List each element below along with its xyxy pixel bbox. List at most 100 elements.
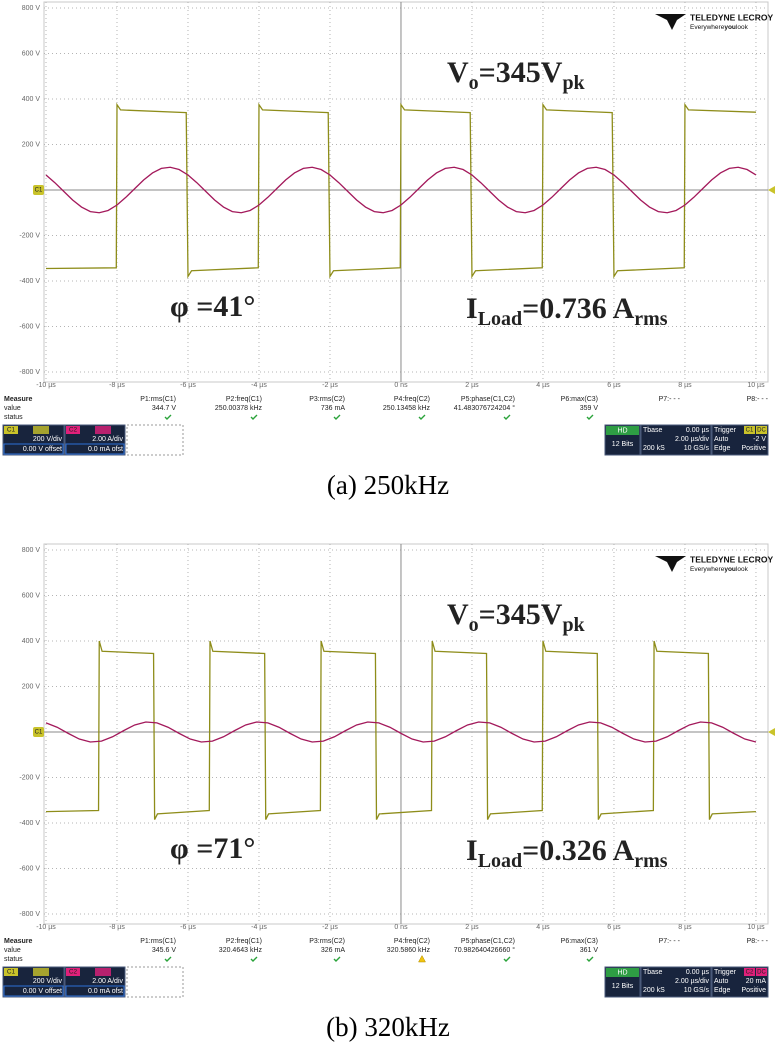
annotation-text: I (466, 834, 478, 867)
logo: TELEDYNE LECROY Everywhereyoulook (655, 12, 773, 31)
y-tick-label: 400 V (22, 96, 41, 103)
measure-param-name: P7:- - - (659, 938, 681, 945)
x-tick-label: 0 ns (394, 924, 408, 931)
y-tick-label: -600 V (19, 323, 40, 330)
logo-tagline: Everywhereyoulook (690, 566, 749, 573)
status-ok-icon (503, 956, 511, 962)
acquisition-bits: 12 Bits (612, 441, 634, 448)
measure-param-name: P4:freq(C2) (394, 396, 430, 403)
annotation: ILoad=0.326 Arms (466, 834, 668, 872)
x-tick-label: 0 ns (394, 382, 408, 389)
measure-param-name: P1:rms(C1) (140, 396, 176, 403)
y-tick-label: -400 V (19, 278, 40, 285)
measure-row-label: value (4, 947, 21, 954)
status-ok-icon (164, 414, 172, 420)
acquisition-mode-tag (606, 426, 639, 435)
x-tick-label: -6 µs (180, 924, 196, 931)
measure-param-value: 345.6 V (152, 947, 176, 954)
status-ok-icon (250, 956, 258, 962)
x-tick-label: -8 µs (109, 382, 125, 389)
timebase-samples: 200 kS (643, 445, 665, 452)
logo-tagline-part: Everywhere (690, 24, 725, 31)
timebase-label: Tbase (643, 427, 663, 434)
measure-param-name: P1:rms(C1) (140, 938, 176, 945)
timebase-label: Tbase (643, 969, 663, 976)
x-tick-label: 6 µs (607, 382, 621, 389)
timebase-delay: 0.00 µs (686, 427, 710, 434)
channel-tag-label: C1 (35, 730, 43, 736)
measure-param-name: P6:max(C3) (561, 396, 598, 403)
measure-param-name: P8:- - - (747, 396, 769, 403)
trigger-coupling-tag (756, 968, 767, 976)
channel-offset: 0.0 mA ofst (88, 988, 123, 995)
trigger-source: C2 (746, 970, 754, 976)
measure-param-name: P2:freq(C1) (226, 396, 262, 403)
measure-title: Measure (4, 396, 33, 403)
annotation-subscript: rms (634, 850, 668, 872)
timebase-box (640, 424, 712, 456)
x-tick-label: 4 µs (536, 924, 550, 931)
x-tick-label: 4 µs (536, 382, 550, 389)
measure-param-name: P6:max(C3) (561, 938, 598, 945)
annotation-subscript: o (469, 614, 479, 636)
empty-channel-slot (126, 424, 184, 456)
annotation: ILoad=0.736 Arms (466, 292, 668, 330)
channel-scale: 200 V/div (33, 436, 63, 443)
x-tick-label: -6 µs (180, 382, 196, 389)
trace (45, 721, 757, 743)
annotation: Vo=345Vpk (447, 56, 586, 94)
annotation: Vo=345Vpk (447, 598, 586, 636)
channel-label: C1 (7, 427, 16, 434)
channel-label-tag (66, 968, 80, 976)
caption: (a) 250kHz (327, 470, 449, 500)
trigger-mode: Auto (714, 436, 729, 443)
x-tick-label: -4 µs (251, 924, 267, 931)
measure-param-name: P2:freq(C1) (226, 938, 262, 945)
measure-param-value: 70.982640426660 ° (454, 946, 515, 954)
annotation-text: V (447, 56, 469, 89)
y-tick-label: 600 V (22, 592, 41, 599)
logo-icon (655, 556, 686, 572)
x-tick-label: 10 µs (747, 924, 765, 931)
logo-brand: TELEDYNE LECROY (690, 554, 773, 564)
trigger-level: 20 mA (746, 978, 767, 985)
y-tick-label: -600 V (19, 865, 40, 872)
measure-row-label: status (4, 956, 23, 963)
y-tick-label: -200 V (19, 774, 40, 781)
trigger-type: Edge (714, 445, 730, 452)
channel-offset-box (65, 985, 125, 997)
measure-param-value: 361 V (580, 947, 599, 954)
y-tick-label: -800 V (19, 369, 40, 376)
y-tick-label: 600 V (22, 50, 41, 57)
status-ok-icon (250, 414, 258, 420)
logo-tagline-part: Everywhere (690, 566, 725, 573)
timebase-box (640, 966, 712, 998)
measure-param-value: 359 V (580, 405, 599, 412)
annotation-text: =0.736 A (522, 292, 634, 325)
empty-channel-slot (126, 966, 184, 998)
annotation-text: φ =71° (170, 832, 255, 865)
measure-param-value: 736 mA (321, 405, 345, 412)
channel-offset-box (65, 443, 125, 455)
timebase-samples: 200 kS (643, 987, 665, 994)
channel-tag (33, 185, 44, 195)
measure-param-name: P5:phase(C1,C2) (461, 938, 515, 945)
annotation-subscript: Load (478, 308, 522, 330)
measure-param-value: 250.00378 kHz (215, 405, 263, 412)
status-ok-icon (333, 414, 341, 420)
y-tick-label: 800 V (22, 547, 41, 554)
trigger-slope: Positive (741, 987, 766, 994)
annotation: φ =41° (170, 290, 255, 323)
x-tick-label: 2 µs (465, 924, 479, 931)
trace (45, 166, 757, 214)
y-tick-label: 200 V (22, 683, 41, 690)
measure-param-value: 41.483076724204 ° (454, 404, 515, 412)
status-warn-icon (418, 954, 426, 963)
trigger-coupling: DC (757, 970, 766, 976)
measure-param-value: 250.13458 kHz (383, 405, 431, 412)
logo-tagline: Everywhereyoulook (690, 24, 749, 31)
trigger-label: Trigger (714, 969, 737, 976)
y-tick-label: 800 V (22, 5, 41, 12)
